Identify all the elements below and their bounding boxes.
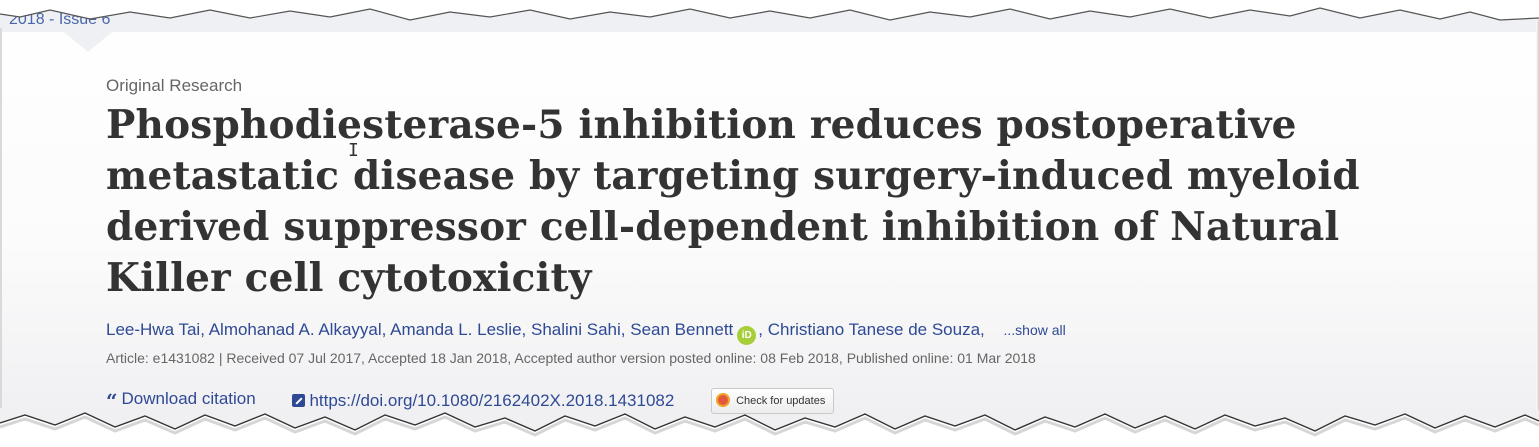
show-all-authors-link[interactable]: ...show all: [1003, 322, 1066, 338]
author-link[interactable]: Sean Bennett: [630, 320, 734, 339]
doi-label: https://doi.org/10.1080/2162402X.2018.14…: [309, 391, 675, 410]
download-citation-label: Download citation: [121, 389, 256, 408]
article-title: Phosphodiesterase-5 inhibition reduces p…: [106, 102, 1360, 301]
issue-link[interactable]: 2018 - Issue 6: [9, 11, 111, 28]
doi-link[interactable]: https://doi.org/10.1080/2162402X.2018.14…: [260, 391, 674, 411]
left-edge: [0, 28, 2, 408]
issue-notch: [64, 32, 112, 52]
crossmark-icon: [716, 393, 731, 407]
author-link[interactable]: Christiano Tanese de Souza: [767, 320, 981, 339]
check-for-updates-button[interactable]: Check for updates: [711, 388, 835, 414]
text-cursor-icon: I: [348, 140, 359, 161]
issue-bar: 2018 - Issue 6: [0, 0, 1539, 32]
right-edge: [1536, 20, 1539, 410]
author-link[interactable]: Almohanad A. Alkayyal: [208, 320, 382, 339]
orcid-icon[interactable]: iD: [737, 326, 757, 345]
author-link[interactable]: Lee-Hwa Tai: [106, 320, 201, 339]
quote-icon: “: [106, 389, 118, 413]
check-for-updates-label: Check for updates: [736, 395, 826, 407]
author-link[interactable]: Shalini Sahi: [531, 320, 621, 339]
external-link-icon: [292, 394, 306, 407]
download-citation-link[interactable]: “Download citation: [106, 389, 256, 413]
article-type: Original Research: [106, 76, 243, 95]
author-link[interactable]: Amanda L. Leslie: [390, 320, 522, 339]
article-meta: Article: e1431082 | Received 07 Jul 2017…: [106, 350, 1036, 366]
article-links-row: “Download citation https://doi.org/10.10…: [106, 388, 835, 414]
author-list: Lee-Hwa Tai, Almohanad A. Alkayyal, Aman…: [106, 320, 1066, 345]
